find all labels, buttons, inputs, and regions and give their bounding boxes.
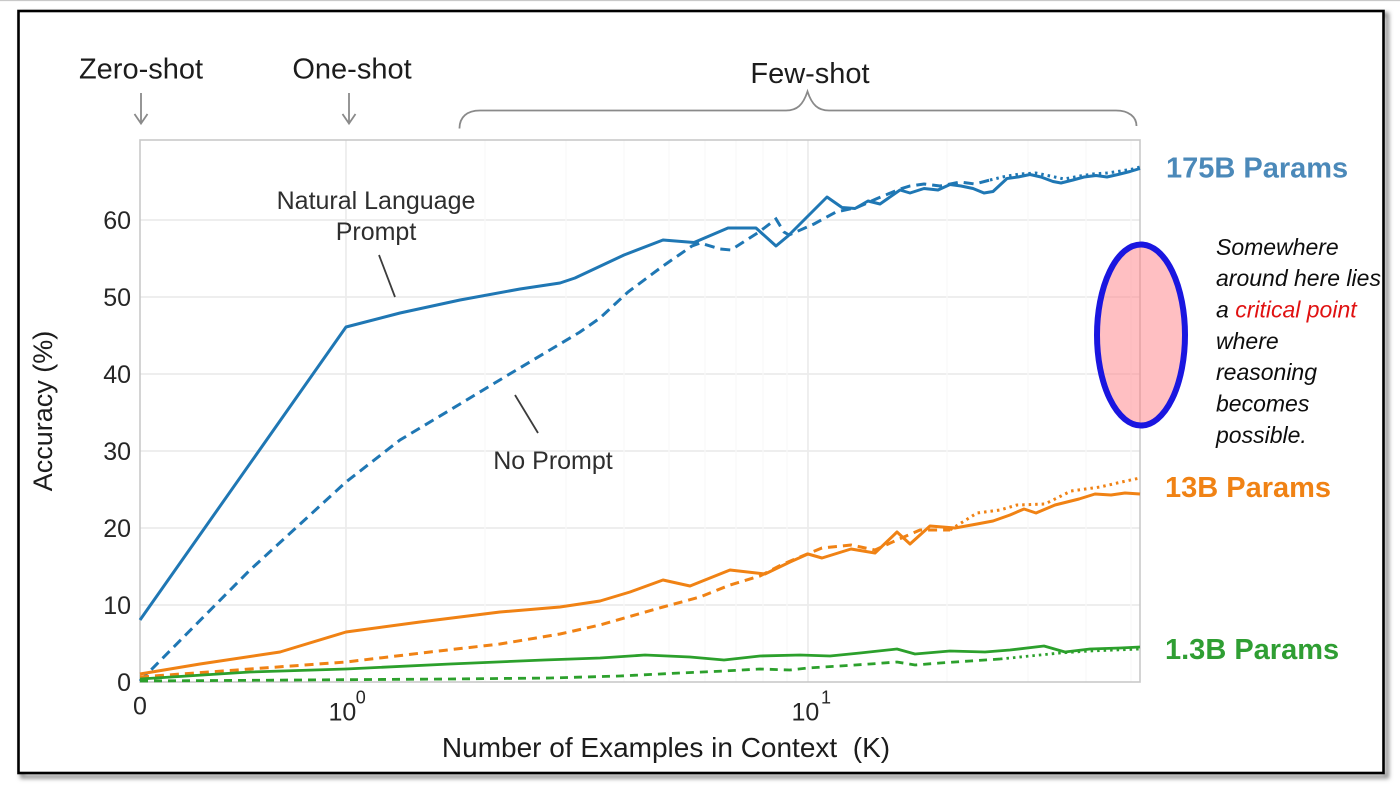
svg-text:a critical point: a critical point [1216,297,1358,323]
svg-text:10: 10 [103,592,131,620]
svg-text:0: 0 [117,669,131,697]
svg-text:30: 30 [103,438,131,466]
svg-text:becomes: becomes [1216,391,1310,417]
svg-text:Few-shot: Few-shot [750,58,869,90]
svg-text:possible.: possible. [1215,422,1307,448]
svg-text:0: 0 [133,693,147,721]
svg-text:10: 10 [792,699,820,727]
svg-text:where: where [1216,328,1279,354]
svg-text:60: 60 [103,207,131,235]
svg-text:1.3B Params: 1.3B Params [1165,634,1339,666]
svg-text:Somewhere: Somewhere [1216,234,1339,260]
svg-text:One-shot: One-shot [292,54,411,86]
svg-text:50: 50 [103,284,131,312]
svg-text:Accuracy (%): Accuracy (%) [28,331,58,492]
svg-text:13B Params: 13B Params [1165,472,1331,504]
svg-text:Prompt: Prompt [336,218,417,246]
svg-text:Natural Language: Natural Language [277,187,476,215]
svg-text:1: 1 [821,688,831,708]
svg-text:No Prompt: No Prompt [493,447,613,475]
svg-text:Zero-shot: Zero-shot [79,54,203,86]
svg-text:20: 20 [103,515,131,543]
svg-text:40: 40 [103,361,131,389]
svg-text:Number of Examples in Context: Number of Examples in Context (K) [442,732,890,763]
svg-text:175B Params: 175B Params [1166,153,1348,185]
svg-text:10: 10 [329,699,357,727]
svg-text:around here lies: around here lies [1216,265,1381,291]
svg-text:reasoning: reasoning [1216,359,1317,385]
svg-text:0: 0 [356,688,366,708]
